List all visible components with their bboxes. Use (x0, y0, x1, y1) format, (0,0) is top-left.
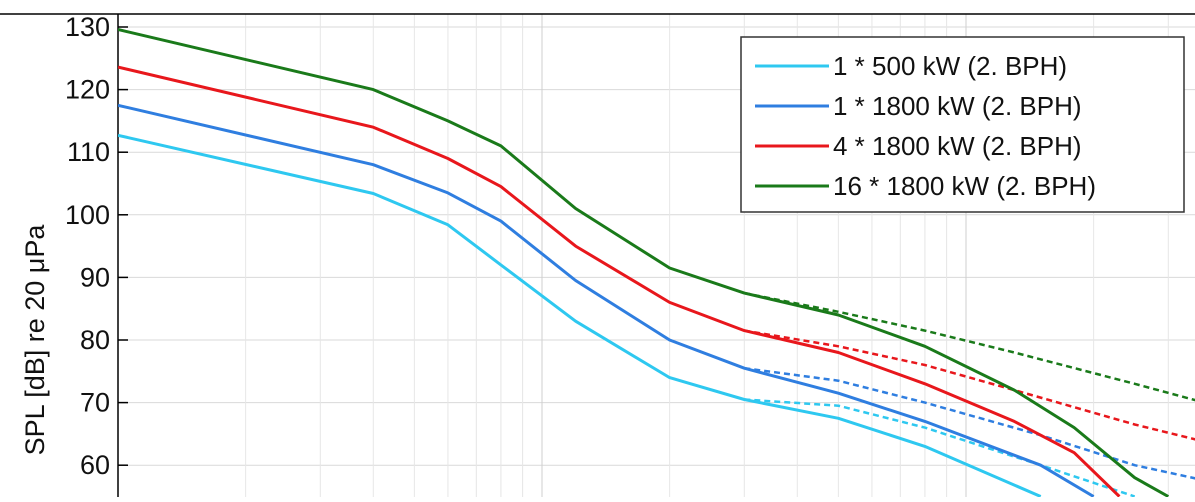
y-tick-label: 80 (80, 325, 110, 355)
series-1-dashed-line (744, 398, 1136, 497)
series-4-dashed-line (744, 291, 1195, 402)
series-lines (118, 28, 1195, 497)
y-tick-label: 90 (80, 262, 110, 292)
legend: 1 * 500 kW (2. BPH) 1 * 1800 kW (2. BPH) 4… (740, 36, 1185, 213)
series-4-solid-line (118, 28, 1170, 497)
legend-label: 1 * 500 kW (2. BPH) (833, 51, 1067, 81)
grid (118, 14, 1195, 497)
y-tick-label: 60 (80, 450, 110, 480)
legend-label: 16 * 1800 kW (2. BPH) (833, 171, 1096, 201)
series-2-solid-line (118, 103, 1095, 497)
series-3-solid-line (118, 65, 1121, 497)
series-1-solid-line (118, 133, 1042, 497)
y-axis-label: SPL [dB] re 20 μPa (20, 224, 50, 456)
legend-label: 1 * 1800 kW (2. BPH) (833, 91, 1082, 121)
legend-label: 4 * 1800 kW (2. BPH) (833, 131, 1082, 161)
y-tick-label: 130 (65, 12, 110, 42)
y-ticks: 130 120 110 100 90 80 70 60 (65, 12, 128, 480)
y-tick-label: 120 (65, 75, 110, 105)
y-tick-label: 70 (80, 388, 110, 418)
series-3-dashed-line (744, 329, 1195, 441)
y-tick-label: 110 (67, 137, 110, 167)
y-tick-label: 100 (65, 200, 110, 230)
